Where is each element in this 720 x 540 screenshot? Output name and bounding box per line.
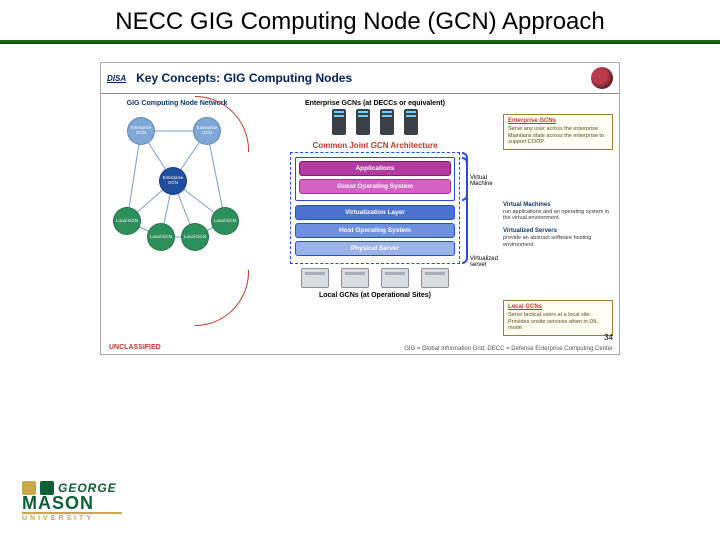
enterprise-gcn-label: Enterprise GCNs (at DECCs or equivalent) bbox=[305, 100, 445, 107]
title-rule bbox=[0, 40, 720, 44]
arch-layer: Applications bbox=[299, 161, 451, 176]
local-callout: Local GCNs Serve tactical users at a loc… bbox=[503, 300, 613, 336]
callout-head: Enterprise GCNs bbox=[508, 118, 608, 125]
arch-stack: Applications Guest Operating System Virtu… bbox=[290, 152, 460, 264]
network-node: Enterprise GCN bbox=[127, 117, 155, 145]
network-node: Local GCN bbox=[181, 223, 209, 251]
callout-head: Local GCNs bbox=[508, 304, 608, 311]
slide-title: NECC GIG Computing Node (GCN) Approach bbox=[0, 0, 720, 40]
vm-note: Virtual Machines run applications and an… bbox=[503, 202, 613, 222]
network-node: Local GCN bbox=[147, 223, 175, 251]
enterprise-callout: Enterprise GCNs Serve any user across th… bbox=[503, 114, 613, 150]
vserver-caption: Virtualized server bbox=[470, 256, 499, 268]
arch-layer: Guest Operating System bbox=[299, 179, 451, 194]
gmu-mason: MASON bbox=[22, 495, 122, 511]
embed-body: GIG Computing Node Network Enterprise GC… bbox=[101, 94, 619, 344]
server-icon bbox=[332, 109, 346, 135]
server-icon bbox=[404, 109, 418, 135]
embedded-slide: DISA Key Concepts: GIG Computing Nodes G… bbox=[100, 62, 620, 355]
vs-note: Virtualized Servers provide an abstract … bbox=[503, 228, 613, 248]
note-head: Virtual Machines bbox=[503, 202, 613, 209]
center-panel: Enterprise GCNs (at DECCs or equivalent)… bbox=[251, 100, 499, 342]
brace-icon bbox=[462, 152, 468, 264]
callout-body: Serve tactical users at a local site. Pr… bbox=[508, 312, 598, 331]
network-node: Local GCN bbox=[211, 207, 239, 235]
server-icon bbox=[380, 109, 394, 135]
agency-seal-icon bbox=[591, 67, 613, 89]
arch-layer: Virtualization Layer bbox=[295, 205, 455, 220]
server-box-icon bbox=[341, 268, 369, 288]
mid-notes: Virtual Machines run applications and an… bbox=[503, 202, 613, 255]
vm-caption: Virtual Machine bbox=[470, 175, 499, 187]
local-gcn-label: Local GCNs (at Operational Sites) bbox=[319, 292, 431, 299]
gmu-university: UNIVERSITY bbox=[22, 515, 122, 522]
disa-logo-text: DISA bbox=[107, 74, 126, 83]
network-node: Enterprise GCN bbox=[159, 167, 187, 195]
server-box-icon bbox=[301, 268, 329, 288]
page-number: 34 bbox=[604, 333, 613, 342]
note-body: run applications and an operating system… bbox=[503, 209, 609, 222]
vm-group: Applications Guest Operating System bbox=[295, 157, 455, 201]
arch-layer: Host Operating System bbox=[295, 223, 455, 238]
server-box-icon bbox=[381, 268, 409, 288]
gmu-logo: GEORGE MASON UNIVERSITY bbox=[22, 481, 122, 522]
enterprise-server-row bbox=[332, 109, 418, 135]
callout-body: Serve any user across the enterprise. Ma… bbox=[508, 126, 604, 145]
embed-footer-note: GIG = Global Information Grid; DECC = De… bbox=[404, 346, 613, 352]
server-icon bbox=[356, 109, 370, 135]
arch-title: Common Joint GCN Architecture bbox=[312, 141, 437, 150]
note-body: provide an abstract software hosting env… bbox=[503, 235, 591, 248]
embed-header: DISA Key Concepts: GIG Computing Nodes bbox=[101, 63, 619, 94]
local-server-row bbox=[301, 268, 449, 288]
network-node: Local GCN bbox=[113, 207, 141, 235]
note-head: Virtualized Servers bbox=[503, 228, 613, 235]
embed-title: Key Concepts: GIG Computing Nodes bbox=[136, 71, 591, 85]
arch-layer: Physical Server bbox=[295, 241, 455, 256]
server-box-icon bbox=[421, 268, 449, 288]
right-panel: Enterprise GCNs Serve any user across th… bbox=[503, 100, 613, 342]
